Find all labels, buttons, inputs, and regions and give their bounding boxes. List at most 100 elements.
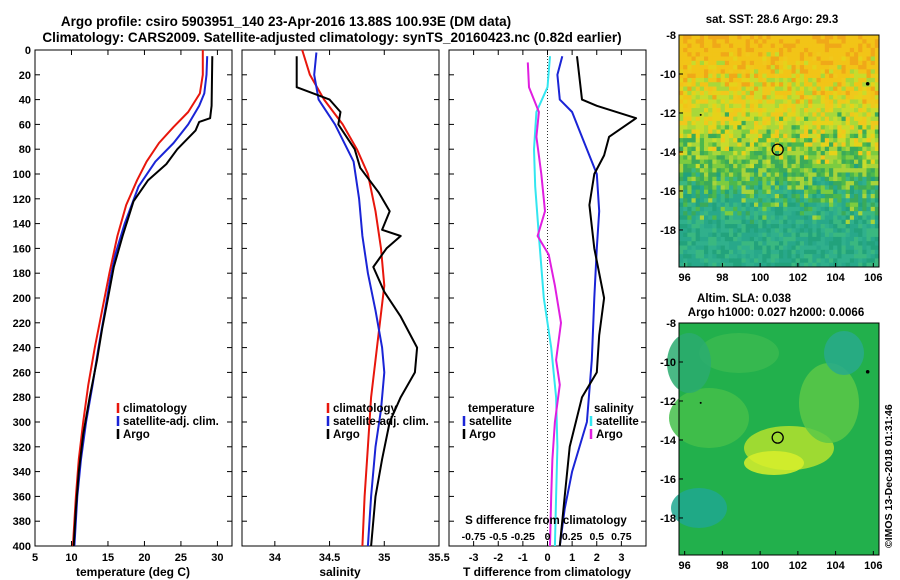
map-cell xyxy=(741,39,747,44)
map-cell xyxy=(741,206,747,212)
map-cell xyxy=(833,206,838,212)
map-cell xyxy=(754,112,759,118)
map-cell xyxy=(683,43,688,49)
map-cell xyxy=(708,172,713,178)
map-cell xyxy=(754,215,759,221)
map-cell xyxy=(695,133,701,139)
map-cell xyxy=(712,142,717,148)
map-cell xyxy=(679,120,684,126)
map-cell xyxy=(720,236,726,242)
map-cell xyxy=(812,73,817,79)
map-cell xyxy=(704,60,709,66)
map-cell xyxy=(808,258,813,264)
map-cell xyxy=(820,219,826,225)
map-cell xyxy=(841,86,847,92)
map-cell xyxy=(762,159,767,165)
map-cell xyxy=(679,133,684,139)
map-cell xyxy=(745,95,751,100)
map-cell xyxy=(783,116,788,122)
map-cell xyxy=(691,258,697,264)
map-cell xyxy=(720,172,726,178)
map-cell xyxy=(699,262,705,268)
map-cell xyxy=(829,95,834,100)
map-cell xyxy=(820,198,826,203)
map-cell xyxy=(766,116,772,122)
map-cell xyxy=(783,108,788,113)
map-cell xyxy=(712,112,717,118)
map-cell xyxy=(758,155,763,160)
map-cell xyxy=(774,47,780,53)
map-cell xyxy=(866,168,872,173)
map-cell xyxy=(837,232,842,238)
map-cell xyxy=(712,129,717,135)
map-cell xyxy=(854,133,859,139)
map-cell xyxy=(708,219,713,225)
map-cell xyxy=(854,198,859,203)
map-cell xyxy=(808,228,813,234)
map-x-tick-label: 100 xyxy=(751,272,769,284)
map-cell xyxy=(758,99,763,105)
map-cell xyxy=(849,219,855,225)
map-cell xyxy=(704,120,709,126)
map-cell xyxy=(691,155,697,160)
map-cell xyxy=(862,146,867,152)
map-cell xyxy=(704,168,709,173)
map-cell xyxy=(799,219,805,225)
map-cell xyxy=(770,108,776,113)
island-marker xyxy=(865,81,870,86)
map-cell xyxy=(866,219,872,225)
map-cell xyxy=(866,65,872,70)
map-cell xyxy=(733,168,738,173)
map-cell xyxy=(679,90,684,96)
map-cell xyxy=(729,120,734,126)
map-cell xyxy=(804,159,809,165)
map-cell xyxy=(812,198,817,203)
map-cell xyxy=(737,56,742,62)
map-cell xyxy=(799,176,805,182)
map-cell xyxy=(716,69,722,75)
map-cell xyxy=(833,202,838,208)
map-cell xyxy=(699,168,705,173)
map-cell xyxy=(874,120,880,126)
map-cell xyxy=(783,163,788,169)
map-cell xyxy=(695,198,701,203)
map-cell xyxy=(724,39,730,44)
map-cell xyxy=(762,206,767,212)
map-cell xyxy=(699,219,705,225)
map-cell xyxy=(870,181,876,186)
map-cell xyxy=(854,129,859,135)
map-cell xyxy=(708,168,713,173)
map-cell xyxy=(837,69,842,75)
map-cell xyxy=(854,176,859,182)
map-cell xyxy=(733,47,738,53)
map-cell xyxy=(837,215,842,221)
map-cell xyxy=(712,189,717,195)
map-cell xyxy=(762,241,767,246)
map-cell xyxy=(799,151,805,156)
map-cell xyxy=(862,47,867,53)
map-cell xyxy=(779,163,784,169)
map-cell xyxy=(679,116,684,122)
map-cell xyxy=(687,215,692,221)
map-cell xyxy=(870,224,876,229)
map-cell xyxy=(812,43,817,49)
map-cell xyxy=(862,254,867,259)
map-cell xyxy=(741,163,747,169)
map-cell xyxy=(737,138,742,143)
map-cell xyxy=(729,159,734,165)
map-cell xyxy=(683,193,688,199)
map-cell xyxy=(862,65,867,70)
map-cell xyxy=(720,219,726,225)
map-cell xyxy=(704,159,709,165)
map-cell xyxy=(712,258,717,264)
map-cell xyxy=(679,262,684,268)
map-cell xyxy=(862,245,867,251)
legend-label: Argo xyxy=(123,429,150,441)
map-cell xyxy=(779,69,784,75)
map-cell xyxy=(829,198,834,203)
map-cell xyxy=(762,202,767,208)
map-cell xyxy=(833,163,838,169)
map-cell xyxy=(858,120,863,126)
map-cell xyxy=(804,129,809,135)
map-cell xyxy=(733,249,738,255)
